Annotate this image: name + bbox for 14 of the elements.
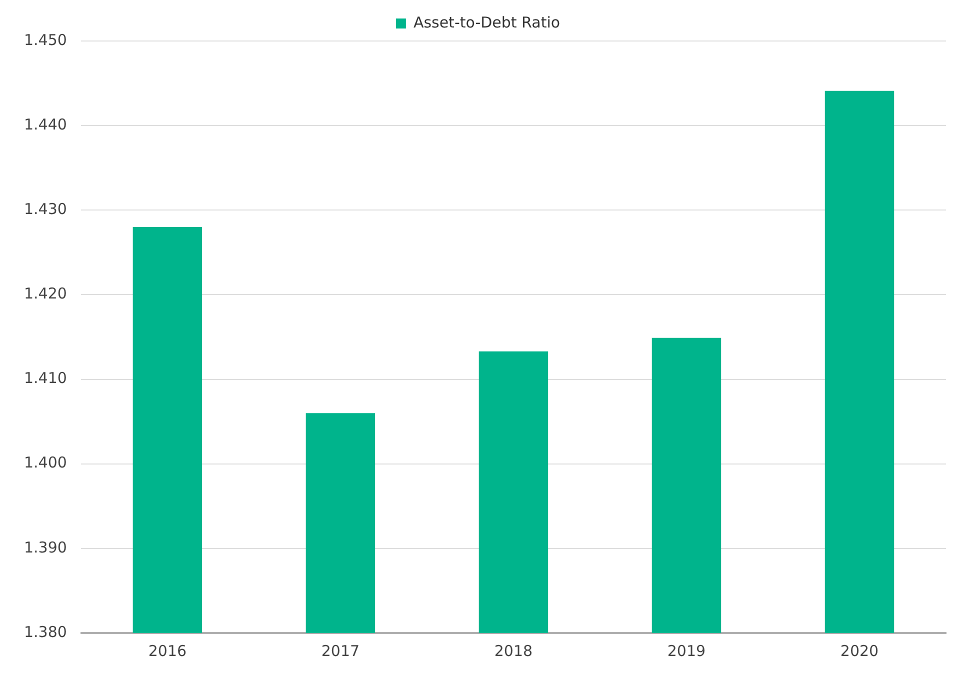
y-tick-label: 1.430 (24, 200, 67, 218)
y-tick-label: 1.450 (24, 30, 67, 49)
y-tick-label: 1.380 (24, 622, 67, 641)
y-tick-label: 1.420 (24, 284, 67, 303)
y-tick-label: 1.440 (24, 115, 67, 134)
y-tick-label: 1.390 (24, 538, 67, 556)
y-tick-label: 1.410 (24, 369, 67, 388)
x-tick-label: 2020 (840, 642, 879, 660)
x-tick-label: 2016 (148, 642, 187, 660)
legend-label: Asset-to-Debt Ratio (413, 13, 560, 32)
x-tick-label: 2017 (321, 642, 360, 660)
x-tick-label: 2019 (667, 642, 706, 660)
x-tick-label: 2018 (494, 642, 533, 660)
y-tick-label: 1.400 (24, 454, 67, 472)
